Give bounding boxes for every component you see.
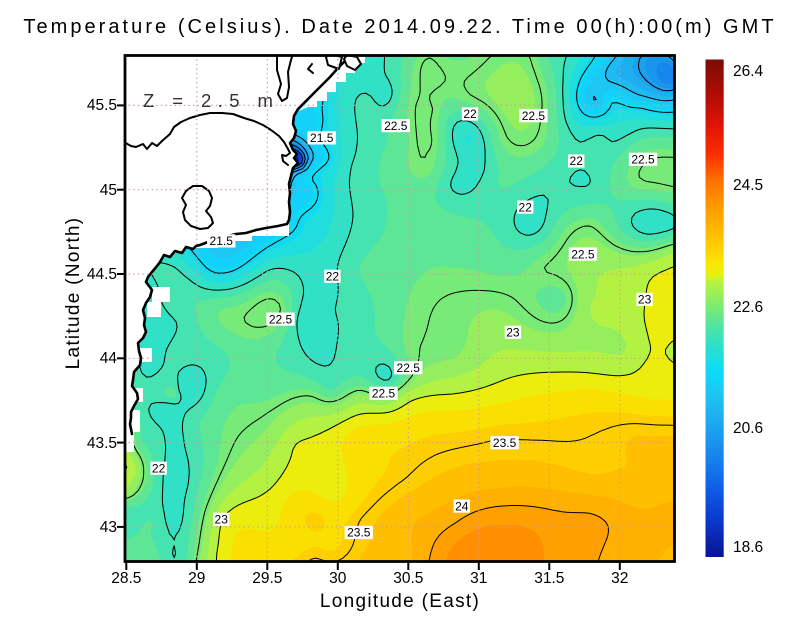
svg-text:Temperature (Celsius). Date 20: Temperature (Celsius). Date 2014.09.22. … — [23, 16, 776, 38]
svg-text:23: 23 — [638, 293, 652, 307]
svg-text:43.5: 43.5 — [87, 435, 117, 452]
svg-text:22: 22 — [152, 461, 166, 475]
svg-text:22.6: 22.6 — [733, 299, 763, 316]
svg-text:23: 23 — [215, 513, 229, 527]
svg-text:22: 22 — [463, 107, 477, 121]
svg-text:26.4: 26.4 — [733, 63, 764, 80]
svg-text:22: 22 — [519, 200, 533, 214]
svg-text:22.5: 22.5 — [571, 247, 595, 261]
svg-text:45.5: 45.5 — [87, 97, 117, 114]
svg-text:31: 31 — [470, 570, 487, 587]
svg-text:23.5: 23.5 — [347, 526, 371, 540]
svg-text:22.5: 22.5 — [631, 153, 655, 167]
svg-text:22.5: 22.5 — [384, 119, 408, 133]
svg-text:21.5: 21.5 — [210, 234, 234, 248]
svg-text:22.5: 22.5 — [522, 109, 546, 123]
svg-text:24.5: 24.5 — [733, 177, 763, 194]
svg-text:23.5: 23.5 — [493, 436, 517, 450]
svg-text:22: 22 — [570, 154, 584, 168]
svg-text:45: 45 — [100, 182, 117, 199]
svg-text:22.5: 22.5 — [269, 312, 293, 326]
svg-text:44.5: 44.5 — [87, 266, 117, 283]
svg-text:30: 30 — [329, 570, 347, 587]
svg-text:Longitude (East): Longitude (East) — [320, 591, 480, 612]
svg-text:32: 32 — [611, 570, 628, 587]
svg-text:43: 43 — [100, 519, 117, 536]
svg-text:24: 24 — [455, 499, 469, 513]
svg-text:31.5: 31.5 — [534, 570, 564, 587]
svg-text:20.6: 20.6 — [733, 420, 763, 437]
svg-text:Latitude (North): Latitude (North) — [63, 217, 84, 370]
svg-text:22.5: 22.5 — [397, 361, 421, 375]
svg-text:21.5: 21.5 — [310, 131, 334, 145]
svg-text:22.5: 22.5 — [372, 387, 396, 401]
svg-text:44: 44 — [100, 350, 118, 367]
svg-text:23: 23 — [506, 326, 520, 340]
svg-text:29: 29 — [188, 570, 205, 587]
svg-text:22: 22 — [326, 270, 340, 284]
svg-text:28.5: 28.5 — [111, 570, 141, 587]
svg-text:29.5: 29.5 — [252, 570, 282, 587]
svg-text:30.5: 30.5 — [393, 570, 423, 587]
svg-text:Z = 2.5 m: Z = 2.5 m — [143, 90, 279, 111]
svg-text:18.6: 18.6 — [733, 539, 763, 556]
